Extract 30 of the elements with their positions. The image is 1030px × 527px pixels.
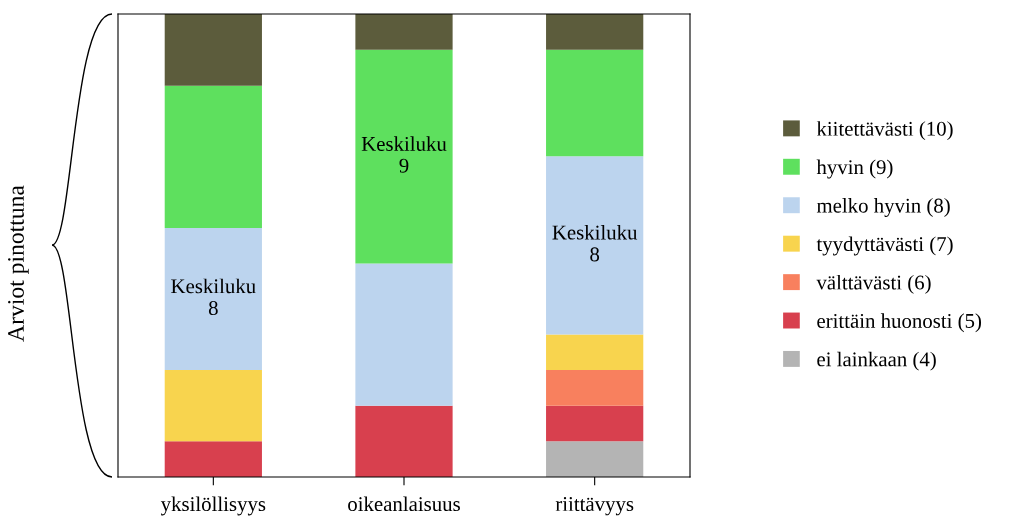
legend-label: erittäin huonosti (5)	[817, 313, 981, 333]
x-tick-label: oikeanlaisuus	[348, 496, 460, 512]
legend-label: välttävästi (6)	[816, 274, 931, 294]
bar	[546, 14, 644, 50]
annotation: Keskiluku 8	[171, 278, 256, 316]
bar	[164, 227, 262, 371]
bar	[164, 85, 262, 228]
x-tick-label: yksilöllisyys	[160, 496, 266, 516]
y-axis-title: Arviot pinottuna	[8, 185, 29, 342]
bar	[546, 405, 644, 442]
x-tick-label: riittävyys	[555, 497, 634, 516]
bar	[355, 405, 453, 477]
bar	[355, 14, 453, 50]
legend-label: ei lainkaan (4)	[817, 351, 936, 371]
bar	[546, 49, 644, 157]
bar	[164, 14, 262, 86]
legend-label: hyvin (9)	[816, 159, 893, 179]
bar	[164, 441, 262, 477]
bar	[546, 441, 644, 477]
annotation: Keskiluku 8	[552, 224, 638, 262]
legend-label: tyydyttävästi (7)	[816, 236, 953, 256]
bar	[355, 49, 453, 264]
legend-label: melko hyvin (8)	[816, 198, 950, 217]
bar	[355, 263, 453, 406]
bar	[546, 334, 644, 371]
bar	[164, 370, 262, 442]
annotation: Keskiluku 9	[361, 136, 447, 173]
legend-label: kiitettävästi (10)	[816, 121, 953, 141]
bar	[546, 370, 644, 406]
bar	[546, 156, 644, 335]
